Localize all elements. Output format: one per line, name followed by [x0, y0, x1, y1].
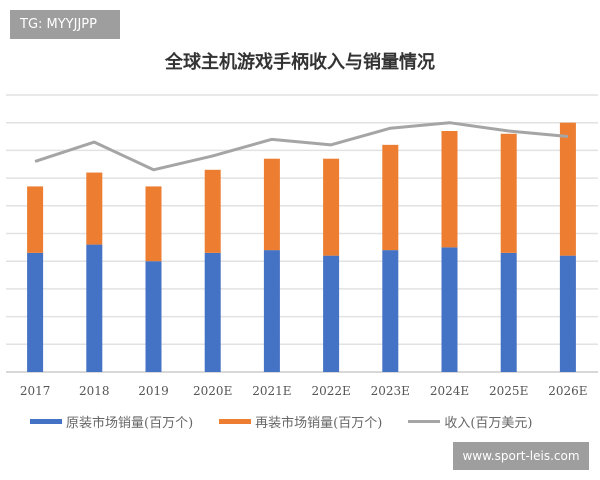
bar-original	[323, 255, 340, 372]
bar-original	[263, 250, 280, 372]
x-tick-label: 2025E	[489, 384, 528, 398]
bar-refurb	[27, 186, 44, 253]
bar-original	[500, 252, 517, 372]
bar-refurb	[145, 186, 162, 262]
x-tick-label: 2024E	[430, 384, 469, 398]
bar-refurb	[441, 131, 458, 248]
x-tick-label: 2023E	[371, 384, 410, 398]
legend-swatch	[219, 419, 252, 424]
bar-refurb	[86, 172, 103, 245]
bar-refurb	[323, 158, 340, 256]
legend-label: 原装市场销量(百万个)	[66, 416, 194, 431]
bar-refurb	[382, 144, 399, 251]
line-revenue	[34, 121, 569, 172]
bar-original	[145, 261, 162, 372]
legend-label: 再装市场销量(百万个)	[255, 416, 383, 431]
bar-refurb	[500, 133, 517, 253]
x-tick-label: 2017	[20, 384, 51, 398]
watermark-top: TG: MYYJJPP	[10, 10, 120, 39]
chart-title: 全球主机游戏手柄收入与销量情况	[165, 52, 435, 73]
legend-swatch	[408, 420, 441, 423]
bar-original	[559, 255, 576, 372]
legend-label: 收入(百万美元)	[444, 416, 533, 431]
bar-refurb	[559, 122, 576, 256]
x-tick-label: 2022E	[311, 384, 350, 398]
bar-original	[204, 252, 221, 372]
bar-original	[382, 250, 399, 372]
bar-original	[86, 244, 103, 372]
bar-original	[27, 252, 44, 372]
legend-item-revenue: 收入(百万美元)	[408, 412, 532, 431]
legend: 原装市场销量(百万个) 再装市场销量(百万个) 收入(百万美元)	[30, 412, 532, 431]
legend-item-original: 原装市场销量(百万个)	[30, 412, 193, 431]
x-tick-label: 2019	[138, 384, 169, 398]
chart-plot: 2017 2018 2019 2020E 2021E 2022E 2023E 2024E 202…	[6, 94, 598, 398]
bar-refurb	[263, 158, 280, 251]
bar-refurb	[204, 169, 221, 253]
x-tick-label: 2020E	[193, 384, 232, 398]
x-tick-label: 2021E	[252, 384, 291, 398]
x-tick-label: 2018	[79, 384, 110, 398]
legend-item-refurb: 再装市场销量(百万个)	[219, 412, 382, 431]
legend-swatch	[30, 419, 62, 424]
watermark-bottom: www.sport-leis.com	[453, 442, 589, 470]
x-tick-label: 2026E	[548, 384, 587, 398]
bar-original	[441, 247, 458, 372]
